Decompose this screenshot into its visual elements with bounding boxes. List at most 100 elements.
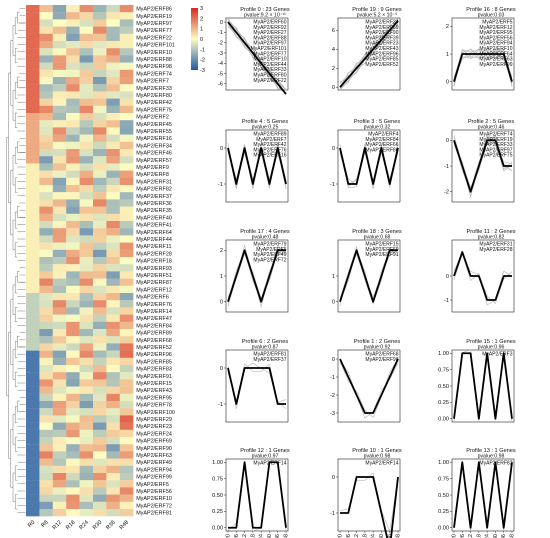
heatmap-cell [26,307,40,315]
x-tick-label: R6 [460,534,466,538]
heatmap-cell [66,321,80,330]
heatmap-cell [119,113,134,121]
heatmap-cell [39,509,53,517]
heatmap-cell [39,314,53,322]
y-tick-label: 0 [220,300,223,306]
heatmap-cell [106,127,120,135]
heatmap-cell [66,19,80,27]
heatmap-cell [79,242,94,250]
heatmap-cell [93,69,107,78]
heatmap-cell [93,84,107,92]
heatmap-cell [93,494,107,502]
row-label: MyAP2/ERF12 [136,287,172,293]
heatmap-cell [39,33,53,42]
heatmap-cell [119,336,134,344]
heatmap-cell [52,235,67,243]
heatmap-cell [26,393,40,402]
profile-gene-name: MyAP2/ERF92 [253,25,286,31]
heatmap-cell [119,242,134,250]
profile-gene-name: MyAP2/ERF75 [479,153,512,159]
heatmap-cell [66,120,80,128]
heatmap-cell [52,415,67,423]
heatmap-cell [66,264,80,272]
heatmap-cell [79,314,94,322]
heatmap-cell [66,33,80,42]
legend-tick-label: 1 [200,27,203,33]
y-tick-label: 0 [220,146,223,152]
row-label: MyAP2/ERF33 [136,86,172,92]
heatmap-cell [79,365,94,373]
heatmap-cell [52,437,67,445]
heatmap-cell [106,465,120,474]
heatmap-cell [106,393,120,402]
heatmap-cell [93,458,107,466]
heatmap-cell [106,300,120,308]
heatmap-cell [79,372,94,380]
heatmap-cell [119,408,134,416]
heatmap-cell [119,84,134,92]
row-label: MyAP2/ERF2 [136,115,169,121]
heatmap-cell [119,149,134,157]
heatmap-cell [52,372,67,380]
heatmap-cell [39,213,53,222]
heatmap-cell [66,170,80,178]
row-label: MyAP2/ERF82 [136,187,172,193]
heatmap-cell [79,480,94,488]
heatmap-cell [119,321,134,330]
heatmap-cell [93,77,107,85]
heatmap-cell [119,422,134,430]
heatmap-cell [39,91,53,99]
heatmap-cell [26,465,40,474]
heatmap-cell [106,314,120,322]
row-label: MyAP2/ERF69 [136,439,172,445]
heatmap-cell [119,372,134,380]
heatmap-cell [39,221,53,229]
profile-pvalue: pvalue:0.82 [478,235,505,241]
heatmap-cell [79,228,94,236]
heatmap-cell [79,206,94,214]
heatmap-cell [26,5,40,13]
heatmap-cell [26,487,40,495]
color-scale-legend: 3 2 1 0 -1 -2 -3 [191,6,205,74]
heatmap-cell [26,192,40,200]
heatmap-cell [93,98,107,106]
y-tick-label: -3 [218,51,223,57]
heatmap-cell [39,120,53,128]
profile-gene-name: MyAP2/ERF43 [365,46,398,52]
heatmap-cell [93,336,107,344]
heatmap-cell [52,91,67,99]
heatmap-cell [66,235,80,243]
heatmap-cell [39,451,53,459]
heatmap-cell [119,69,134,78]
heatmap-cell [52,393,67,402]
heatmap-cell [119,458,134,466]
profile-gene-name: MyAP2/ERF3 [482,352,513,358]
heatmap-cell [52,141,67,150]
heatmap-cell [106,494,120,502]
heatmap-cell [106,41,120,49]
row-label: MyAP2/ERF98 [136,64,172,70]
heatmap-cell [39,350,53,358]
heatmap-cell [26,437,40,445]
heatmap-cell [26,350,40,358]
heatmap-cell [79,185,94,193]
y-tick-label: 1 [332,274,335,280]
heatmap-cell [119,465,134,474]
row-label: MyAP2/ERF5 [136,482,169,488]
heatmap-cell [119,329,134,337]
heatmap-cell [26,206,40,214]
heatmap-cell [106,271,120,279]
heatmap-cell [93,5,107,13]
column-label: R36 [105,520,117,532]
profile-gene-name: MyAP2/ERF97 [253,41,286,47]
heatmap-cell [93,393,107,402]
profile-pvalue: pvalue:0.68 [364,235,391,241]
heatmap-cell [66,113,80,121]
heatmap-cell [26,473,40,481]
heatmap-cell [93,91,107,99]
heatmap-cell [39,113,53,121]
heatmap-cell [66,192,80,200]
heatmap-cell [79,26,94,34]
